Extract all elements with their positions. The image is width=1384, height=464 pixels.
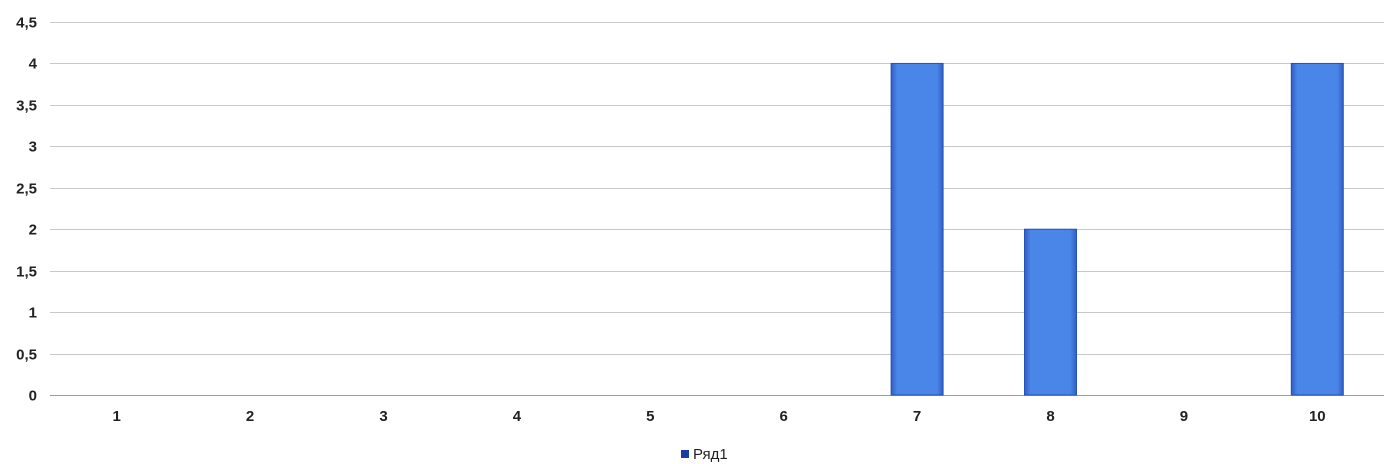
y-tick-label: 0,5: [16, 347, 37, 364]
y-tick-label: 0: [29, 388, 37, 405]
y-tick-label: 2,5: [16, 181, 37, 198]
x-tick-label: 3: [379, 408, 387, 425]
y-tick-label: 4,5: [16, 15, 37, 32]
x-tick-label: 6: [780, 408, 788, 425]
y-tick-label: 4: [29, 56, 38, 73]
bar-8: [1024, 228, 1077, 396]
y-tick-label: 3,5: [16, 98, 37, 115]
y-tick-label: 2: [29, 222, 37, 239]
y-axis-ticks: 0 0,5 1 1,5 2 2,5 3 3,5 4 4,5: [16, 15, 38, 405]
bars: [890, 62, 1344, 396]
grid-lines: [50, 22, 1384, 396]
x-tick-label: 10: [1309, 408, 1326, 425]
x-tick-label: 9: [1180, 408, 1188, 425]
bar-7: [890, 62, 944, 396]
x-axis-ticks: 1 2 3 4 5 6 7 8 9 10: [113, 408, 1326, 425]
x-tick-label: 5: [646, 408, 654, 425]
x-tick-label: 2: [246, 408, 254, 425]
x-tick-label: 7: [913, 408, 921, 425]
x-tick-label: 1: [113, 408, 121, 425]
legend-label: Ряд1: [693, 446, 728, 463]
legend-marker: [681, 450, 689, 458]
y-tick-label: 3: [29, 139, 37, 156]
x-tick-label: 4: [513, 408, 522, 425]
x-tick-label: 8: [1046, 408, 1054, 425]
legend: Ряд1: [681, 446, 728, 463]
y-tick-label: 1,5: [16, 264, 37, 281]
bar-10: [1290, 62, 1344, 396]
y-tick-label: 1: [29, 305, 37, 322]
